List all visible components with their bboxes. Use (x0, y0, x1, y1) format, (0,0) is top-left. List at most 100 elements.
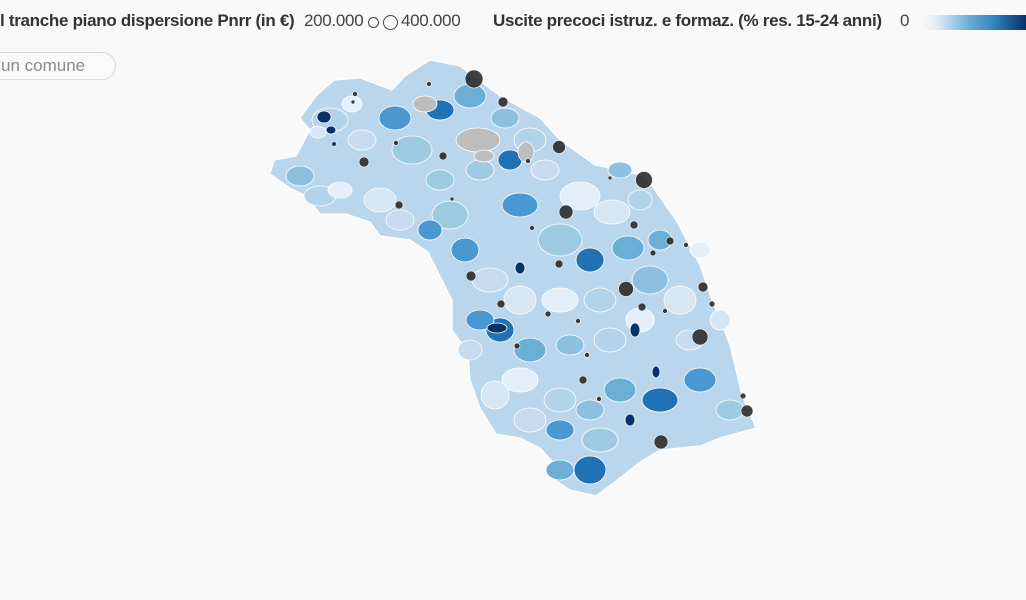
municipality-area[interactable] (537, 223, 583, 257)
municipality-area[interactable] (503, 285, 537, 315)
search-municipality-input[interactable] (0, 52, 116, 80)
funding-bubble[interactable] (575, 318, 581, 324)
municipality-area[interactable] (486, 322, 508, 334)
funding-bubble[interactable] (683, 242, 689, 248)
funding-bubble[interactable] (449, 196, 455, 202)
funding-bubble[interactable] (554, 259, 564, 269)
municipality-area[interactable] (627, 189, 653, 211)
municipality-area[interactable] (327, 181, 353, 199)
municipality-area[interactable] (631, 265, 669, 295)
funding-bubble[interactable] (513, 342, 521, 350)
municipality-area[interactable] (513, 337, 547, 363)
funding-bubble[interactable] (350, 99, 356, 105)
municipality-area[interactable] (501, 367, 539, 393)
municipality-area[interactable] (575, 399, 605, 421)
funding-bubble[interactable] (464, 69, 484, 89)
funding-bubble[interactable] (496, 299, 506, 309)
municipality-no-data[interactable] (517, 141, 535, 163)
municipality-area[interactable] (501, 192, 539, 218)
municipality-area[interactable] (641, 387, 679, 413)
municipality-area[interactable] (457, 339, 483, 361)
municipality-area[interactable] (465, 159, 495, 181)
funding-bubble[interactable] (637, 302, 647, 312)
municipality-area[interactable] (629, 322, 641, 338)
funding-bubble[interactable] (558, 204, 574, 220)
municipality-area[interactable] (385, 209, 415, 231)
municipality-area[interactable] (285, 165, 315, 187)
municipality-area[interactable] (513, 407, 547, 433)
funding-bubble[interactable] (529, 225, 535, 231)
municipality-area[interactable] (583, 287, 617, 313)
municipality-area[interactable] (663, 285, 697, 315)
municipality-area[interactable] (480, 380, 510, 410)
municipality-area[interactable] (593, 199, 631, 225)
funding-bubble[interactable] (358, 156, 370, 168)
municipality-no-data[interactable] (412, 95, 438, 113)
municipality-area[interactable] (431, 200, 469, 230)
funding-bubble[interactable] (740, 404, 754, 418)
funding-bubble[interactable] (697, 281, 709, 293)
municipality-area[interactable] (490, 107, 520, 129)
municipality-area[interactable] (545, 419, 575, 441)
municipality-area[interactable] (541, 287, 579, 313)
municipality-area[interactable] (391, 135, 433, 165)
municipality-area[interactable] (559, 181, 601, 211)
municipality-area[interactable] (593, 327, 627, 353)
funding-bubble[interactable] (665, 236, 675, 246)
municipality-area[interactable] (465, 309, 495, 331)
funding-bubble[interactable] (739, 392, 747, 400)
municipality-area[interactable] (575, 247, 605, 273)
funding-bubble[interactable] (635, 171, 653, 189)
municipality-area[interactable] (378, 105, 412, 131)
funding-bubble[interactable] (331, 141, 337, 147)
funding-bubble[interactable] (649, 249, 657, 257)
municipality-area[interactable] (611, 235, 645, 261)
municipality-area[interactable] (573, 455, 607, 485)
municipality-area[interactable] (471, 267, 509, 293)
municipality-area[interactable] (555, 334, 585, 356)
municipality-area[interactable] (543, 387, 577, 413)
municipality-area[interactable] (715, 399, 745, 421)
municipality-no-data[interactable] (455, 127, 501, 153)
funding-bubble[interactable] (525, 158, 531, 164)
municipality-area[interactable] (425, 169, 455, 191)
funding-bubble[interactable] (691, 328, 709, 346)
municipality-no-data[interactable] (473, 149, 495, 163)
municipality-area[interactable] (309, 125, 327, 139)
municipality-area[interactable] (347, 129, 377, 151)
funding-bubble[interactable] (607, 175, 613, 181)
municipality-area[interactable] (581, 427, 619, 453)
funding-bubble[interactable] (544, 310, 552, 318)
municipality-area[interactable] (683, 367, 717, 393)
funding-bubble[interactable] (393, 140, 399, 146)
municipality-area[interactable] (363, 187, 397, 213)
municipality-area[interactable] (624, 413, 636, 427)
municipality-area[interactable] (514, 261, 526, 275)
funding-bubble[interactable] (578, 375, 588, 385)
municipality-area[interactable] (530, 159, 560, 181)
funding-bubble[interactable] (552, 140, 566, 154)
municipality-area[interactable] (450, 237, 480, 263)
funding-bubble[interactable] (426, 81, 432, 87)
funding-bubble[interactable] (497, 96, 509, 108)
funding-bubble[interactable] (584, 352, 590, 358)
funding-bubble[interactable] (618, 281, 634, 297)
municipality-area[interactable] (603, 377, 637, 403)
municipality-area[interactable] (453, 83, 487, 109)
municipality-area[interactable] (545, 459, 575, 481)
municipality-area[interactable] (316, 110, 332, 124)
funding-bubble[interactable] (708, 300, 716, 308)
funding-bubble[interactable] (352, 91, 358, 97)
funding-bubble[interactable] (438, 151, 448, 161)
funding-bubble[interactable] (629, 220, 639, 230)
municipality-area[interactable] (689, 241, 711, 259)
funding-bubble[interactable] (394, 200, 404, 210)
funding-bubble[interactable] (662, 308, 668, 314)
funding-bubble[interactable] (596, 396, 602, 402)
municipality-area[interactable] (417, 219, 443, 241)
municipality-area[interactable] (325, 125, 337, 135)
funding-bubble[interactable] (465, 270, 477, 282)
funding-bubble[interactable] (653, 434, 669, 450)
municipality-area[interactable] (709, 309, 731, 331)
municipality-area[interactable] (607, 161, 633, 179)
